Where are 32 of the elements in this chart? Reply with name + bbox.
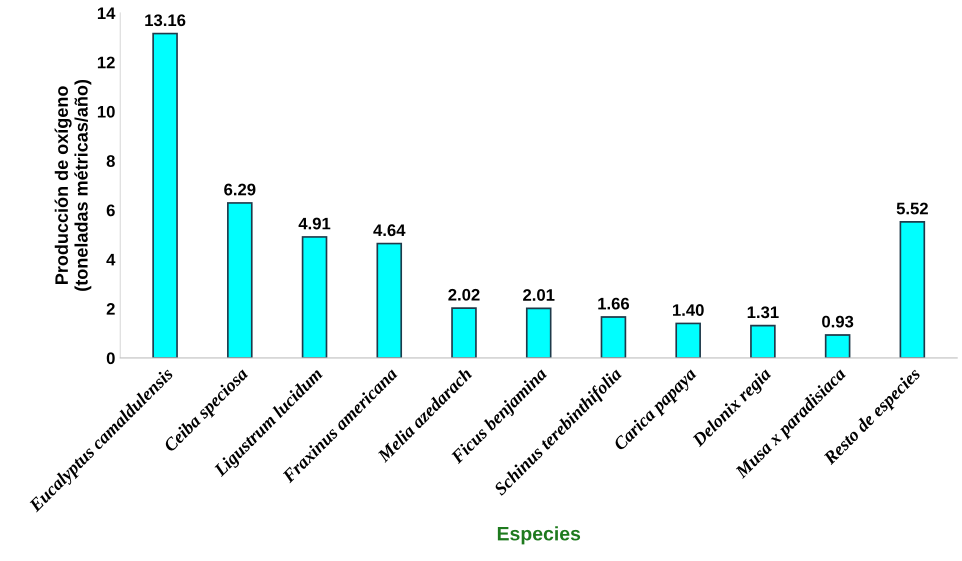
bar [750,324,776,358]
data-label: 6.29 [224,184,256,196]
y-tick-label: 4 [106,254,116,266]
y-tick-label: 14 [98,7,116,19]
bar [302,236,328,358]
data-label: 0.93 [822,316,854,328]
y-tick-label: 8 [106,155,115,167]
data-label: 1.40 [673,304,704,316]
data-label: 2.02 [448,288,480,301]
y-tick-label: 2 [106,303,115,315]
y-axis-title: Producción de oxígeno (toneladas métricas/año) [54,80,92,291]
data-label: 1.31 [748,306,779,318]
bar [675,322,701,358]
data-label: 4.64 [373,224,406,236]
y-tick-label: 0 [106,352,115,364]
bar [600,316,626,358]
bar [227,202,253,358]
bar [152,32,178,358]
data-label: 4.91 [298,218,330,230]
bar [376,242,402,358]
data-label: 13.16 [145,14,186,26]
y-tick-label: 6 [106,204,115,216]
data-label: 1.66 [598,298,630,310]
bar [451,307,477,358]
y-tick-label: 10 [98,106,115,118]
y-tick-label: 12 [98,56,115,68]
bar [824,334,850,358]
data-label: 5.52 [896,202,928,214]
data-label: 2.01 [523,289,554,301]
bar [526,308,552,358]
x-axis-title: Especies [498,526,580,544]
bar [900,221,926,358]
